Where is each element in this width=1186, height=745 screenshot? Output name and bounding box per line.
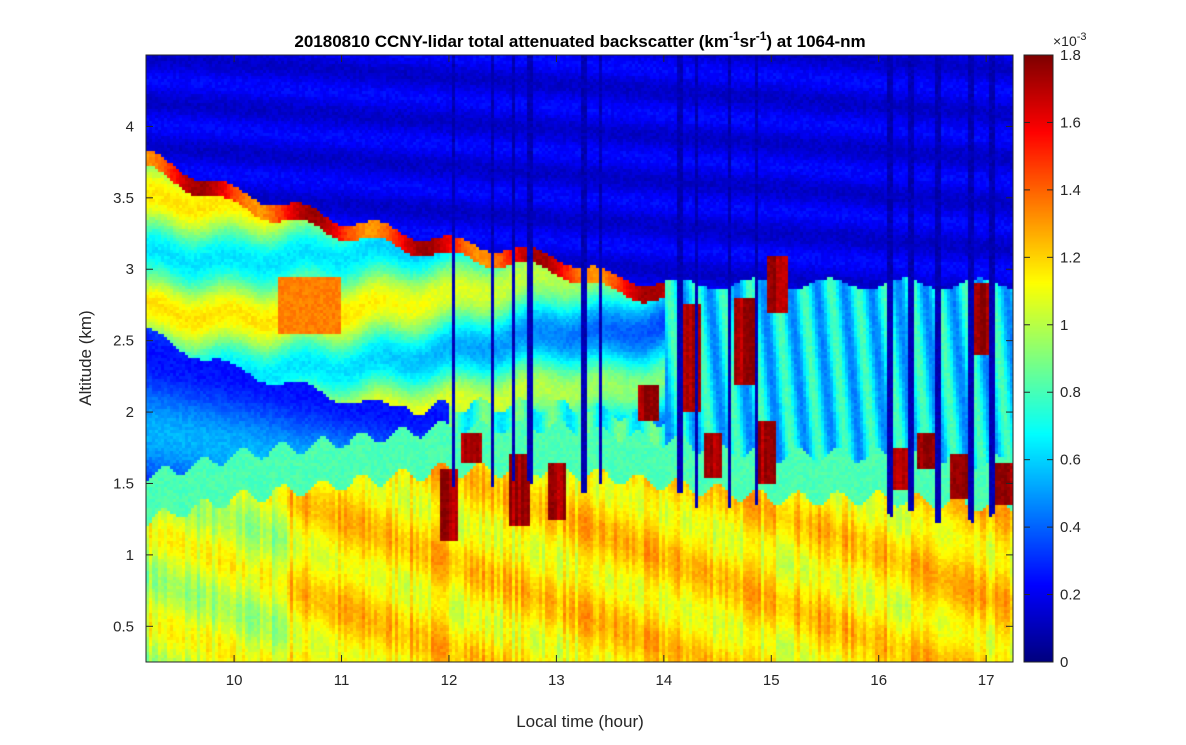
colorbar-tick-label: 0.8 <box>1060 384 1081 401</box>
heatmap-area <box>146 55 1013 662</box>
y-axis-label: Altitude (km) <box>76 310 95 405</box>
colorbar-tick-label: 0.4 <box>1060 519 1081 536</box>
x-tick-label: 13 <box>548 672 565 689</box>
x-tick-label: 16 <box>870 672 887 689</box>
colorbar-tick-label: 0.6 <box>1060 452 1081 469</box>
y-tick-label: 2.5 <box>113 333 134 350</box>
x-tick-label: 17 <box>978 672 995 689</box>
colorbar-frame <box>1023 54 1054 663</box>
colorbar-ticks: 0 0.2 0.4 0.6 0.8 1 1.2 1.4 1.6 1.8 <box>1024 47 1081 671</box>
y-tick-label: 2 <box>126 404 134 421</box>
colorbar-multiplier: ×10-3 <box>1053 31 1087 49</box>
colorbar-tick-label: 0 <box>1060 654 1068 671</box>
colorbar-gradient <box>1024 55 1053 662</box>
chart-title: 20180810 CCNY-lidar total attenuated bac… <box>294 29 865 51</box>
plot-frame <box>145 54 1014 663</box>
y-tick-label: 4 <box>126 118 134 135</box>
colorbar-tick-label: 1.4 <box>1060 182 1081 199</box>
y-tick-label: 1.5 <box>113 475 134 492</box>
y-axis: 0.5 1 1.5 2 2.5 3 3.5 4 <box>113 118 1013 635</box>
colorbar-tick-label: 0.2 <box>1060 587 1081 604</box>
x-tick-label: 12 <box>441 672 458 689</box>
colorbar-tick-label: 1.6 <box>1060 114 1081 131</box>
y-tick-label: 0.5 <box>113 618 134 635</box>
x-axis-label: Local time (hour) <box>516 712 644 731</box>
colorbar-tick-label: 1.2 <box>1060 249 1081 266</box>
backscatter-heatmap <box>146 55 1013 662</box>
x-tick-label: 10 <box>226 672 243 689</box>
y-tick-label: 1 <box>126 547 134 564</box>
x-tick-label: 15 <box>763 672 780 689</box>
y-tick-label: 3 <box>126 261 134 278</box>
x-tick-label: 11 <box>334 672 350 689</box>
colorbar-tick-label: 1.8 <box>1060 47 1081 64</box>
y-tick-label: 3.5 <box>113 190 134 207</box>
x-tick-label: 14 <box>655 672 672 689</box>
colorbar <box>1024 55 1053 662</box>
colorbar-tick-label: 1 <box>1060 317 1068 334</box>
x-axis: 10 11 12 13 14 15 16 17 <box>226 55 995 689</box>
